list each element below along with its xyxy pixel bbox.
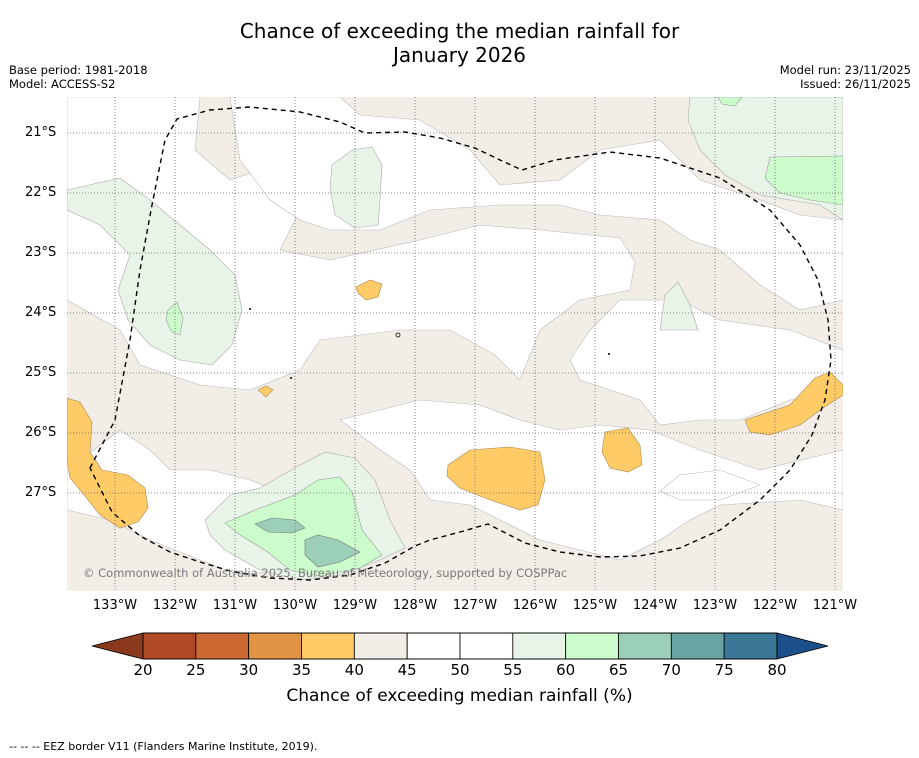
white-region-top [229, 97, 843, 311]
longitude-label: 125°W [572, 598, 618, 613]
colorbar-tick-label: 75 [714, 661, 734, 679]
orange-region-small-2 [257, 385, 274, 398]
colorbar-cell [406, 632, 461, 660]
colorbar-tick-label: 55 [503, 661, 523, 679]
longitude-label: 121°W [812, 598, 858, 613]
colorbar-tick-label: 25 [186, 661, 206, 679]
colorbar-tick-label: 65 [608, 661, 629, 679]
colorbar-cell [248, 632, 302, 660]
colorbar-tick-label: 60 [556, 661, 576, 679]
orange-region-center [446, 446, 546, 511]
green-region-northwest [67, 177, 243, 366]
orange-region-east-1 [601, 427, 643, 473]
white-region-south [339, 399, 843, 561]
latitude-label: 25°S [25, 365, 57, 380]
longitude-label: 126°W [512, 598, 558, 613]
longitude-label: 129°W [332, 598, 378, 613]
latitude-label: 27°S [25, 485, 57, 500]
colorbar-cell [512, 632, 567, 660]
orange-region-west [67, 397, 149, 529]
colorbar-cell [565, 632, 619, 660]
latitude-label: 26°S [25, 425, 57, 440]
longitude-label: 123°W [692, 598, 738, 613]
map-title-line1: Chance of exceeding the median rainfall … [239, 19, 680, 43]
white-region-bottom-right [659, 469, 761, 501]
map-area [67, 97, 843, 591]
colorbar-tick-label: 70 [661, 661, 681, 679]
meta-right: Model run: 23/11/2025 Issued: 26/11/2025 [780, 63, 911, 91]
colorbar [91, 632, 829, 660]
longitude-label: 128°W [392, 598, 438, 613]
latitude-label: 24°S [25, 305, 57, 320]
latitude-label: 22°S [25, 185, 57, 200]
eez-legend-footer: -- -- -- EEZ border V11 (Flanders Marine… [9, 740, 318, 753]
meta-left: Base period: 1981-2018 Model: ACCESS-S2 [9, 63, 148, 91]
colorbar-cell [723, 632, 778, 660]
colorbar-label: Chance of exceeding median rainfall (%) [286, 686, 633, 706]
eez-border [89, 106, 832, 581]
map-title-line2: January 2026 [392, 43, 527, 67]
model-run: Model run: 23/11/2025 [779, 63, 911, 77]
longitude-label: 133°W [92, 598, 138, 613]
colorbar-frame [142, 632, 778, 660]
issued-date: Issued: 26/11/2025 [800, 77, 911, 91]
island-marker [395, 332, 401, 338]
longitude-label: 132°W [152, 598, 198, 613]
island-marker [608, 353, 610, 355]
latitude-label: 21°S [25, 125, 57, 140]
colorbar-tick-label: 45 [397, 661, 417, 679]
colorbar-tick-label: 80 [767, 661, 787, 679]
gridlines [67, 97, 843, 591]
colorbar-cell [142, 632, 197, 660]
colorbar-cell [353, 632, 408, 660]
teal-region-south-1 [254, 517, 306, 534]
bright-green-west [165, 301, 184, 336]
colorbar-cell [459, 632, 514, 660]
colorbar-cell [195, 632, 250, 660]
copyright-text: © Commonwealth of Australia 2025, Bureau… [83, 566, 568, 580]
base-period: Base period: 1981-2018 [9, 63, 148, 77]
colorbar-cell [618, 632, 672, 660]
colorbar-cell [301, 632, 355, 660]
longitude-label: 131°W [212, 598, 258, 613]
island-marker [249, 308, 251, 310]
teal-region-south-2 [304, 534, 361, 568]
colorbar-tick-label: 35 [291, 661, 312, 679]
colorbar-cell [670, 632, 725, 660]
colorbar-tick-label: 30 [239, 661, 259, 679]
colorbar-tick-label: 40 [344, 661, 364, 679]
orange-region-small-1 [355, 279, 383, 301]
green-region-north-center [329, 146, 383, 229]
colorbar-under-triangle [91, 632, 144, 660]
latitude-label: 23°S [25, 245, 57, 260]
green-region-east-small [659, 281, 699, 331]
island-marker [290, 377, 292, 379]
orange-region-east-2 [744, 371, 843, 436]
bright-green-top [717, 97, 743, 107]
colorbar-over-triangle [776, 632, 829, 660]
longitude-label: 122°W [752, 598, 798, 613]
longitude-label: 130°W [272, 598, 318, 613]
colorbar-tick-label: 20 [133, 661, 153, 679]
model-name: Model: ACCESS-S2 [9, 77, 116, 91]
colorbar-tick-label: 50 [450, 661, 470, 679]
longitude-label: 127°W [452, 598, 498, 613]
longitude-label: 124°W [632, 598, 678, 613]
